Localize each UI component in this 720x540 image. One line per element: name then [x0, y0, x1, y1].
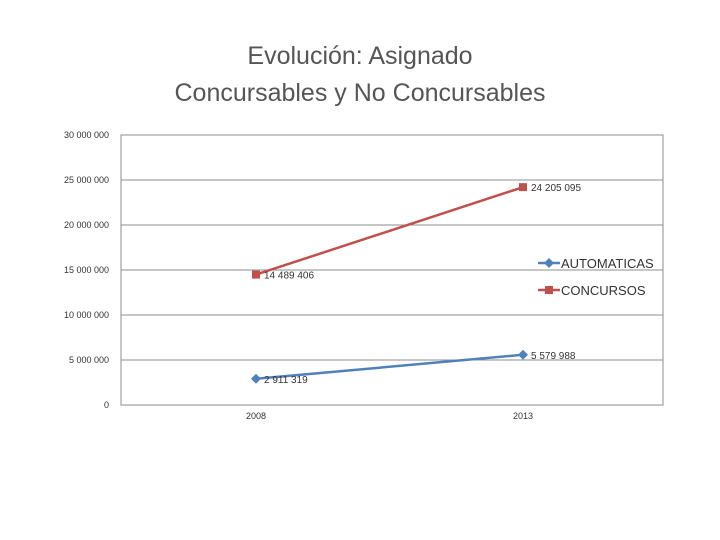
legend-marker: [544, 258, 554, 268]
data-point-marker: [518, 349, 528, 360]
data-label: 5 579 988: [531, 351, 576, 362]
y-tick-label: 5 000 000: [69, 355, 109, 365]
y-tick-label: 10 000 000: [64, 310, 109, 320]
y-tick-label: 30 000 000: [64, 130, 109, 140]
data-point-marker: [519, 183, 527, 192]
x-tick-label: 2008: [246, 411, 266, 421]
chart-title: Evolución: Asignado Concursables y No Co…: [0, 38, 720, 112]
data-label: 24 205 095: [531, 183, 581, 194]
chart-title-line-1: Evolución: Asignado: [247, 42, 473, 70]
legend-marker: [545, 286, 553, 294]
series-line-automaticas: [255, 353, 524, 381]
series-line-concursos: [255, 185, 524, 276]
data-label: 14 489 406: [264, 271, 314, 282]
data-label: 2 911 319: [264, 375, 308, 386]
y-tick-label: 25 000 000: [64, 175, 109, 185]
chart-title-line-2: Concursables y No Concursables: [174, 79, 546, 107]
data-point-marker: [251, 373, 261, 384]
y-tick-label: 20 000 000: [64, 220, 109, 230]
x-tick-label: 2013: [513, 411, 533, 421]
y-tick-label: 0: [104, 400, 109, 410]
y-tick-label: 15 000 000: [64, 265, 109, 275]
data-point-marker: [252, 270, 260, 279]
legend-label: AUTOMATICAS: [561, 256, 654, 271]
legend-label: CONCURSOS: [561, 283, 646, 298]
